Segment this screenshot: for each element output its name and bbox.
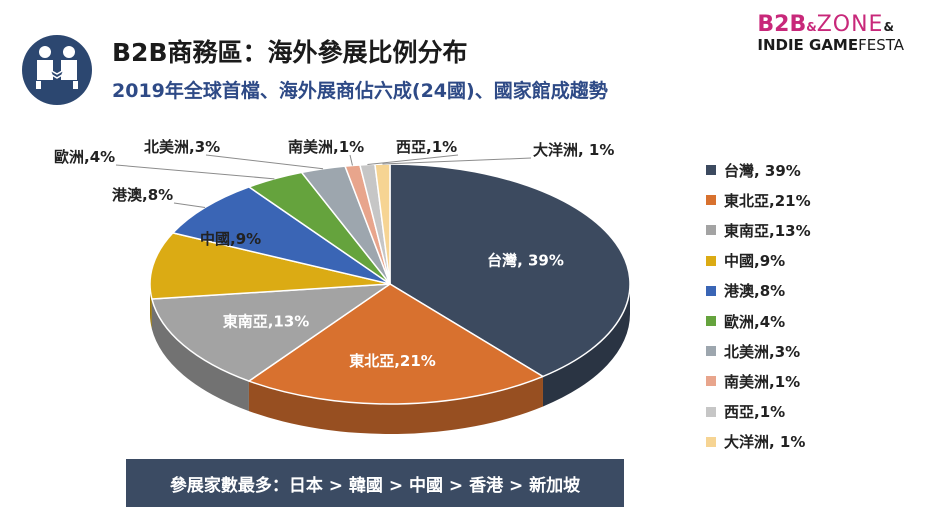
top-exhibitor-countries-text: 參展家數最多：日本 > 韓國 > 中國 > 香港 > 新加坡 — [169, 475, 581, 496]
legend-item-9: 大洋洲, 1% — [706, 427, 811, 457]
data-label-8: 西亞,1% — [396, 138, 457, 156]
legend-item-3: 中國,9% — [706, 246, 811, 276]
pie-side-1 — [248, 376, 543, 435]
data-label-3: 中國,9% — [200, 230, 261, 248]
legend-item-2: 東南亞,13% — [706, 215, 811, 245]
pie-side-2 — [151, 299, 249, 412]
legend-swatch-2 — [706, 225, 716, 236]
leader-line-5 — [115, 164, 275, 180]
pie-data-labels: 台灣, 39% 東北亞,21% 東南亞,13% 中國,9% 港澳,8% 歐洲,4% 北美洲,… — [54, 138, 614, 370]
page-subtitle: 2019年全球首檔、海外展商佔六成(24國)、國家館成趨勢 — [112, 80, 608, 102]
data-label-9: 大洋洲, 1% — [533, 141, 614, 159]
data-label-1: 東北亞,21% — [349, 352, 436, 370]
legend-swatch-4 — [706, 285, 716, 296]
legend-swatch-1 — [706, 195, 716, 206]
leader-line-9 — [382, 157, 532, 165]
data-label-6: 北美洲,3% — [144, 138, 220, 156]
legend-item-6: 北美洲,3% — [706, 336, 811, 366]
legend-swatch-3 — [706, 255, 716, 266]
legend-item-5: 歐洲,4% — [706, 306, 811, 336]
legend-swatch-7 — [706, 376, 716, 387]
data-label-7: 南美洲,1% — [288, 138, 364, 156]
legend-item-7: 南美洲,1% — [706, 366, 811, 396]
legend-label-0: 台灣, 39% — [724, 161, 801, 180]
logo-festa: FESTA — [858, 36, 904, 54]
pie-slice-3 — [149, 232, 391, 300]
pie-side-0 — [542, 284, 630, 407]
chart-legend: 台灣, 39% 東北亞,21% 東南亞,13% 中國,9% 港澳,8% 歐洲,4% 北美洲,… — [706, 155, 811, 457]
pie-slice-2 — [151, 283, 391, 382]
logo-zone: ZONE — [816, 12, 884, 37]
data-label-0: 台灣, 39% — [487, 252, 564, 270]
data-label-4: 港澳,8% — [112, 186, 173, 204]
leader-line-6 — [205, 154, 324, 170]
data-label-5: 歐洲,4% — [54, 148, 115, 166]
legend-item-1: 東北亞,21% — [706, 185, 811, 215]
page-title: B2B商務區：海外參展比例分布 — [112, 38, 468, 67]
pie-slice-0 — [389, 163, 631, 378]
legend-label-7: 南美洲,1% — [724, 372, 801, 391]
top-exhibitor-countries-note: 參展家數最多：日本 > 韓國 > 中國 > 香港 > 新加坡 — [126, 459, 624, 507]
legend-item-4: 港澳,8% — [706, 276, 811, 306]
pie-slice-1 — [248, 283, 544, 405]
logo-amp-2: & — [883, 20, 894, 34]
logo-b2b: B2B — [757, 12, 807, 37]
b2b-zone-indie-game-festa-logo: B2B&ZONE& INDIE GAMEFESTA — [757, 14, 904, 53]
legend-label-4: 港澳,8% — [724, 282, 786, 301]
legend-item-8: 西亞,1% — [706, 397, 811, 427]
logo-indie-game: INDIE GAME — [757, 36, 859, 54]
legend-swatch-5 — [706, 316, 716, 327]
legend-swatch-9 — [706, 436, 716, 447]
legend-label-8: 西亞,1% — [724, 403, 786, 422]
legend-swatch-0 — [706, 165, 716, 176]
legend-label-1: 東北亞,21% — [724, 191, 811, 210]
legend-label-3: 中國,9% — [724, 252, 786, 271]
legend-label-6: 北美洲,3% — [724, 342, 801, 361]
data-label-2: 東南亞,13% — [223, 313, 310, 331]
legend-swatch-8 — [706, 406, 716, 417]
pie-slices — [149, 163, 631, 405]
leader-line-7 — [349, 154, 353, 166]
legend-label-2: 東南亞,13% — [724, 221, 811, 240]
logo-amp-1: & — [806, 20, 817, 34]
legend-item-0: 台灣, 39% — [706, 155, 811, 185]
legend-swatch-6 — [706, 346, 716, 357]
business-handshake-icon — [22, 35, 92, 105]
legend-label-9: 大洋洲, 1% — [724, 433, 806, 452]
leader-line-8 — [367, 154, 459, 166]
pie-slice-4 — [172, 186, 391, 285]
legend-label-5: 歐洲,4% — [724, 312, 786, 331]
leader-line-4 — [173, 202, 206, 209]
